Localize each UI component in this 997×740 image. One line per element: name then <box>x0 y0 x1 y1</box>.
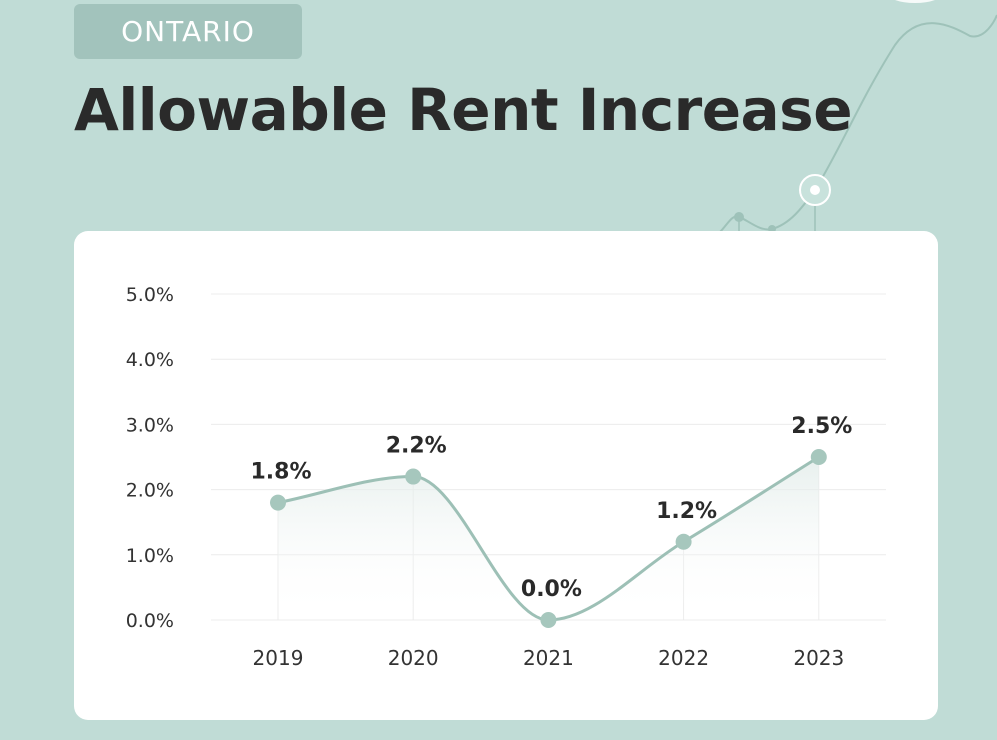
data-label: 0.0% <box>521 577 582 602</box>
decorative-dot <box>734 212 744 222</box>
data-point <box>810 449 827 465</box>
x-tick-label: 2022 <box>658 646 709 670</box>
line-chart: 0.0% 1.0% 2.0% 3.0% 4.0% 5.0% 1.8% 2.2% 0.0% 1.2… <box>126 284 886 670</box>
data-point <box>405 468 422 485</box>
data-point <box>675 533 692 550</box>
y-axis: 0.0% 1.0% 2.0% 3.0% 4.0% 5.0% <box>126 284 174 632</box>
x-tick-label: 2020 <box>388 646 439 670</box>
data-points <box>270 449 827 628</box>
data-label: 1.8% <box>250 460 311 485</box>
series-area <box>278 457 819 620</box>
page-title: Allowable Rent Increase <box>74 76 853 144</box>
data-point <box>270 494 286 511</box>
y-tick-label: 3.0% <box>126 414 174 436</box>
x-tick-label: 2023 <box>793 646 844 670</box>
y-tick-label: 2.0% <box>126 480 174 502</box>
y-tick-label: 1.0% <box>126 545 174 567</box>
x-tick-label: 2021 <box>523 646 574 670</box>
data-label: 2.2% <box>386 434 447 459</box>
data-labels: 1.8% 2.2% 0.0% 1.2% 2.5% <box>250 414 852 602</box>
x-tick-label: 2019 <box>253 646 304 670</box>
y-tick-label: 0.0% <box>126 610 174 632</box>
data-label: 2.5% <box>791 414 852 439</box>
x-axis: 2019 2020 2021 2022 2023 <box>253 646 845 670</box>
y-tick-label: 5.0% <box>126 284 174 306</box>
region-badge: ONTARIO <box>74 4 302 59</box>
chart-card: 0.0% 1.0% 2.0% 3.0% 4.0% 5.0% 1.8% 2.2% 0.0% 1.2… <box>74 231 938 720</box>
y-tick-label: 4.0% <box>126 349 174 371</box>
data-label: 1.2% <box>656 499 717 524</box>
data-point <box>540 612 557 628</box>
